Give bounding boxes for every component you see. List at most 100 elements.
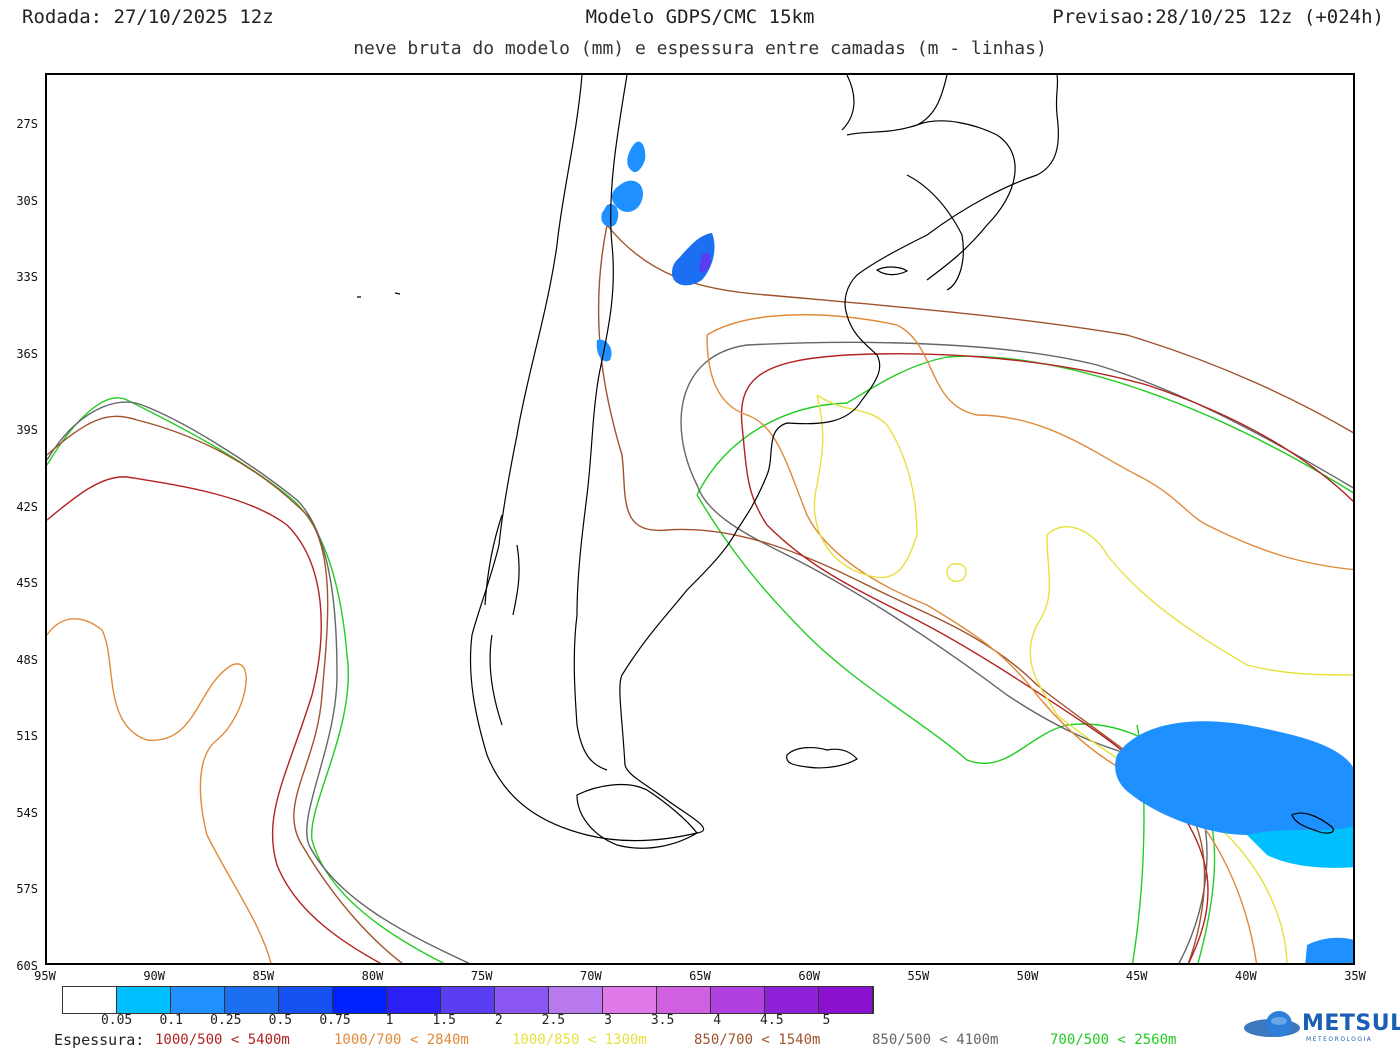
colorbar-tick-label: 2 xyxy=(494,1013,503,1028)
georgia-island xyxy=(1291,812,1334,834)
thickness-line-850-700-east xyxy=(597,224,1353,963)
legend-item: 1000/500 < 5400m xyxy=(155,1032,290,1048)
snow-area-andes-north xyxy=(627,141,646,173)
snow-colorbar xyxy=(62,986,874,1014)
lon-label: 65W xyxy=(689,969,711,983)
colorbar-cell xyxy=(171,987,225,1013)
snow-area-mendoza-core xyxy=(699,252,711,273)
thickness-line-850-700-west xyxy=(47,415,403,963)
colorbar-tick-label: 2.5 xyxy=(541,1013,566,1028)
model-title: Modelo GDPS/CMC 15km xyxy=(585,6,815,28)
thickness-line-850-500-east xyxy=(680,341,1353,963)
colorbar-cell xyxy=(441,987,495,1013)
lat-label: 45S xyxy=(16,576,38,590)
small-island-1 xyxy=(357,292,401,298)
lon-label: 95W xyxy=(34,969,56,983)
lat-label: 57S xyxy=(16,882,38,896)
colorbar-tick-label: 0.75 xyxy=(319,1013,351,1028)
lagoon-patos xyxy=(875,266,909,276)
legend-item: 850/500 < 4100m xyxy=(872,1032,999,1048)
colorbar-cell xyxy=(63,987,117,1013)
chiloe-fjords xyxy=(484,514,520,726)
colorbar-cell xyxy=(765,987,819,1013)
map-subtitle: neve bruta do modelo (mm) e espessura en… xyxy=(353,38,1047,59)
colorbar-tick-label: 4.5 xyxy=(760,1013,784,1028)
colorbar-cell xyxy=(657,987,711,1013)
colorbar-cell xyxy=(495,987,549,1013)
coastlines xyxy=(357,75,1334,849)
colorbar-tick-label: 0.25 xyxy=(210,1013,242,1028)
lon-label: 55W xyxy=(907,969,930,983)
colorbar-cell xyxy=(549,987,603,1013)
lat-label: 33S xyxy=(16,270,38,284)
lat-label: 60S xyxy=(16,958,38,973)
tierra-del-fuego xyxy=(576,784,698,849)
thickness-line-1000-500-east xyxy=(740,353,1353,963)
snow-area-andes-north-3 xyxy=(601,204,619,227)
border-brazil-uruguay xyxy=(846,120,1016,281)
lat-label: 36S xyxy=(16,346,38,361)
lon-label: 60W xyxy=(798,969,821,983)
lat-label: 51S xyxy=(16,729,38,743)
snow-areas xyxy=(596,141,1353,963)
colorbar-cell xyxy=(333,987,387,1013)
colorbar-tick-label: 5 xyxy=(822,1013,831,1028)
thickness-line-700-500-east xyxy=(696,355,1353,963)
lat-label: 42S xyxy=(16,499,38,514)
lat-label: 54S xyxy=(16,805,38,820)
lon-label: 80W xyxy=(361,969,384,983)
thickness-line-850-500-west xyxy=(47,401,470,963)
forecast-time-label: Previsao:28/10/25 12z (+024h) xyxy=(1052,6,1384,28)
map-panel xyxy=(45,73,1355,965)
colorbar-cell xyxy=(117,987,171,1013)
lon-label: 40W xyxy=(1235,969,1257,983)
lon-label: 35W xyxy=(1344,969,1366,983)
border-chile-argentina xyxy=(573,75,628,771)
colorbar-tick-label: 3 xyxy=(604,1013,612,1028)
colorbar-cell xyxy=(819,987,873,1013)
border-argentina-uruguay xyxy=(906,174,964,291)
lon-label: 45W xyxy=(1125,969,1148,983)
lat-label: 48S xyxy=(16,652,38,667)
lat-label: 27S xyxy=(16,117,38,131)
thickness-line-1000-700-west xyxy=(47,618,272,963)
legend-item: 850/700 < 1540m xyxy=(694,1032,821,1048)
lon-label: 70W xyxy=(580,969,602,983)
lat-label: 30S xyxy=(16,193,38,208)
snow-area-atlantic-inner xyxy=(1247,826,1353,868)
snow-area-atlantic-southwest xyxy=(1305,937,1353,963)
map-canvas xyxy=(47,75,1353,963)
snow-area-atlantic-south xyxy=(1115,721,1353,866)
colorbar-cell xyxy=(711,987,765,1013)
run-time-label: Rodada: 27/10/2025 12z xyxy=(22,6,274,28)
lat-label: 39S xyxy=(16,423,38,437)
colorbar-tick-label: 0.05 xyxy=(100,1013,133,1028)
legend-item: 700/500 < 2560m xyxy=(1050,1032,1177,1048)
colorbar-tick-label: 0.1 xyxy=(159,1013,183,1028)
colorbar-tick-label: 1 xyxy=(385,1013,394,1028)
logo-name: METSUL xyxy=(1302,1011,1400,1036)
thickness-line-1000-850-east xyxy=(813,394,1353,963)
legend-item: 1000/700 < 2840m xyxy=(334,1032,469,1048)
colorbar-cell xyxy=(603,987,657,1013)
logo-subtitle: METEOROLOGIA xyxy=(1306,1036,1373,1043)
legend-item: 1000/850 < 1300m xyxy=(512,1032,647,1048)
snow-area-andes-north-2 xyxy=(611,180,643,212)
colorbar-cell xyxy=(387,987,441,1013)
thickness-line-700-500-west xyxy=(47,397,445,963)
colorbar-tick-label: 4 xyxy=(713,1013,722,1028)
lon-label: 85W xyxy=(252,969,275,983)
colorbar-cell xyxy=(279,987,333,1013)
colorbar-tick-label: 1.5 xyxy=(432,1013,456,1028)
south-america-coastline xyxy=(469,75,1059,842)
legend-title: Espessura: xyxy=(54,1031,145,1049)
border-paraguay xyxy=(841,75,948,131)
lon-label: 75W xyxy=(470,969,493,983)
thickness-line-1000-500-west xyxy=(47,476,382,963)
falkland-islands xyxy=(786,747,858,769)
colorbar-tick-label: 3.5 xyxy=(650,1013,675,1028)
lon-label: 90W xyxy=(143,969,165,983)
colorbar-tick-label: 0.5 xyxy=(268,1013,293,1028)
metsul-globe-icon xyxy=(1244,1011,1300,1037)
colorbar-cell xyxy=(225,987,279,1013)
